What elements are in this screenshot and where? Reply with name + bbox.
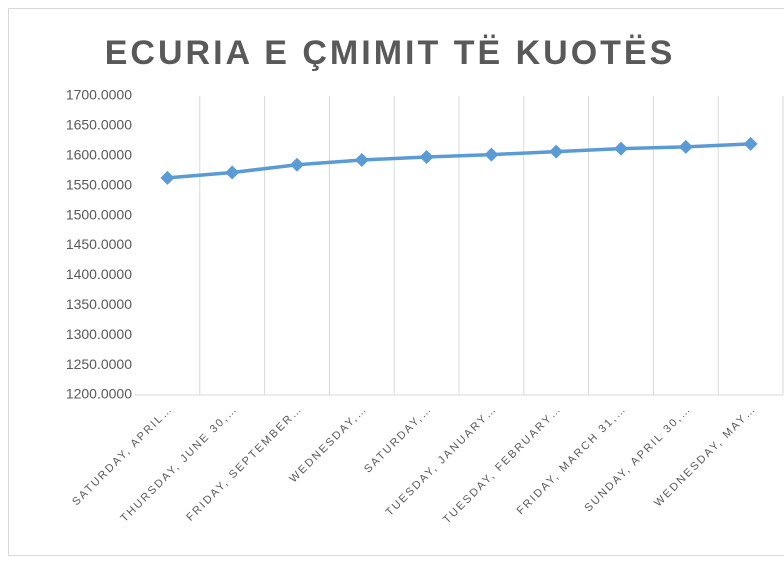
marker [678, 139, 693, 154]
marker [225, 165, 240, 180]
marker [354, 152, 369, 167]
y-tick-label: 1350.0000 [66, 296, 132, 312]
marker [743, 136, 758, 151]
chart-frame [8, 8, 784, 556]
y-tick-label: 1550.0000 [66, 176, 132, 192]
y-tick-label: 1700.0000 [66, 87, 132, 103]
y-tick-label: 1300.0000 [66, 326, 132, 342]
y-tick-label: 1500.0000 [66, 206, 132, 222]
y-tick-label: 1450.0000 [66, 236, 132, 252]
y-tick-label: 1250.0000 [66, 356, 132, 372]
series-line [167, 142, 751, 180]
marker [614, 141, 628, 156]
marker [160, 170, 175, 185]
marker [549, 144, 564, 159]
marker [419, 149, 434, 164]
chart-title: ECURIA E ÇMIMIT TË KUOTËS [105, 34, 676, 72]
marker [484, 147, 499, 162]
y-tick-label: 1200.0000 [66, 386, 132, 402]
y-tick-label: 1400.0000 [66, 266, 132, 282]
y-tick-label: 1650.0000 [66, 117, 132, 133]
marker [290, 157, 304, 172]
y-tick-label: 1600.0000 [66, 147, 132, 163]
